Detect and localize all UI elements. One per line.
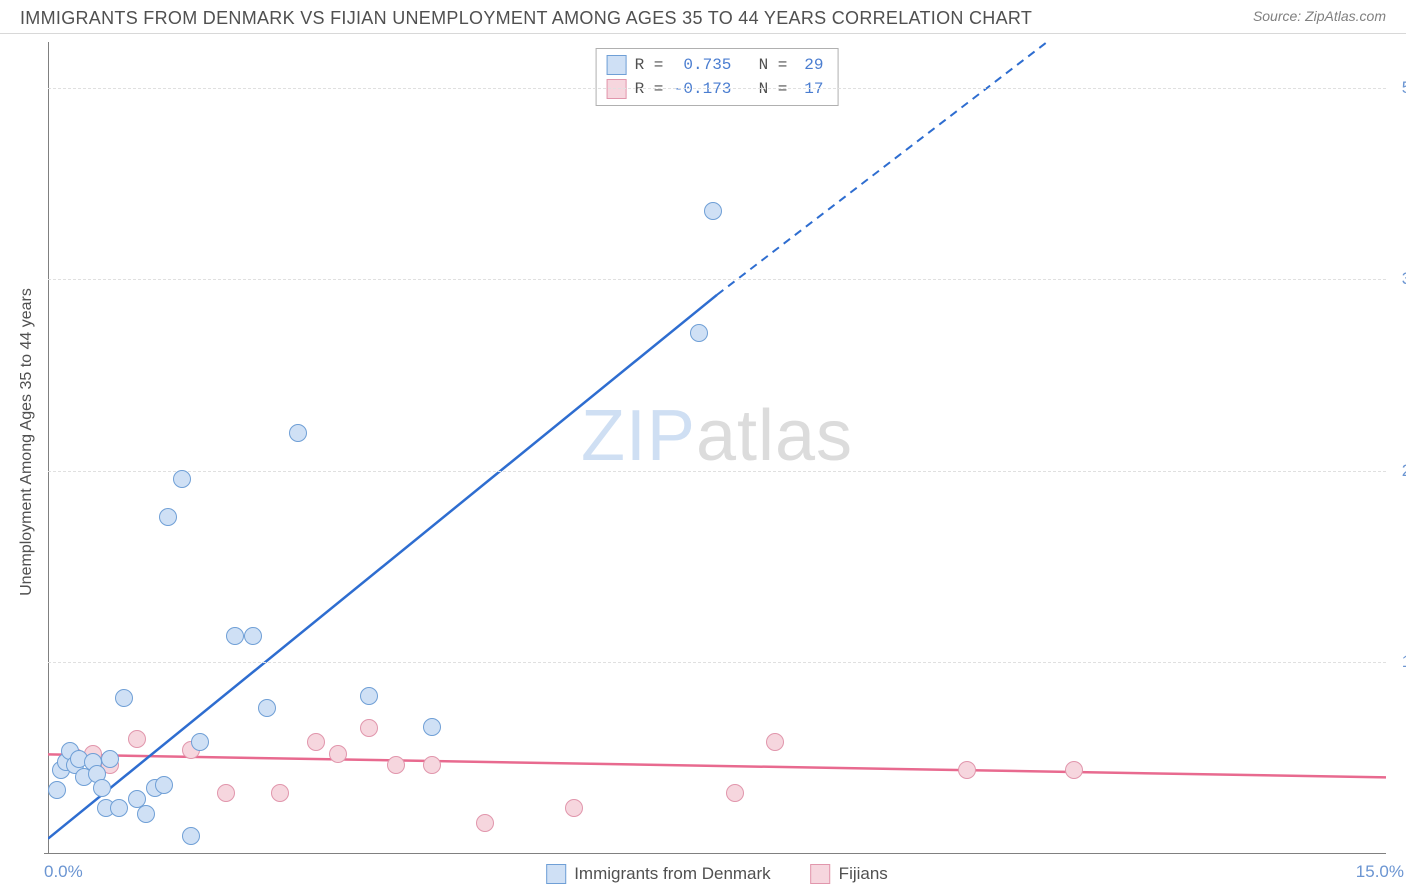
gridline xyxy=(48,662,1386,663)
y-tick-label: 50.0% xyxy=(1402,78,1406,98)
stat-n-value: 17 xyxy=(795,80,823,98)
fijians-marker xyxy=(387,756,405,774)
gridline xyxy=(48,279,1386,280)
fijians-marker xyxy=(128,730,146,748)
denmark-marker xyxy=(244,627,262,645)
stat-row-denmark: R = 0.735 N = 29 xyxy=(607,53,824,77)
denmark-marker xyxy=(101,750,119,768)
fijians-marker xyxy=(271,784,289,802)
gridline xyxy=(48,88,1386,89)
fijians-marker xyxy=(766,733,784,751)
stat-r-label: R = xyxy=(635,80,664,98)
fijians-marker xyxy=(958,761,976,779)
watermark-atlas: atlas xyxy=(696,396,853,476)
chart-title: IMMIGRANTS FROM DENMARK VS FIJIAN UNEMPL… xyxy=(20,8,1032,29)
y-axis-line xyxy=(48,42,49,854)
y-tick-label: 25.0% xyxy=(1402,461,1406,481)
legend: Immigrants from Denmark Fijians xyxy=(546,864,888,884)
legend-label: Immigrants from Denmark xyxy=(574,864,770,884)
fijians-marker xyxy=(565,799,583,817)
denmark-marker xyxy=(155,776,173,794)
chart-header: IMMIGRANTS FROM DENMARK VS FIJIAN UNEMPL… xyxy=(0,0,1406,34)
stat-n-value: 29 xyxy=(795,56,823,74)
fijians-marker xyxy=(307,733,325,751)
legend-label: Fijians xyxy=(839,864,888,884)
fijians-marker xyxy=(726,784,744,802)
denmark-marker xyxy=(137,805,155,823)
denmark-trend-line xyxy=(48,295,717,839)
y-axis-label: Unemployment Among Ages 35 to 44 years xyxy=(18,288,36,596)
legend-item-fijians: Fijians xyxy=(811,864,888,884)
denmark-legend-swatch-icon xyxy=(546,864,566,884)
fijians-marker xyxy=(476,814,494,832)
statistics-box: R = 0.735 N = 29 R = -0.173 N = 17 xyxy=(596,48,839,106)
plot-area: ZIPatlas R = 0.735 N = 29 R = -0.173 N =… xyxy=(48,42,1386,862)
fijians-legend-swatch-icon xyxy=(811,864,831,884)
y-tick-label: 37.5% xyxy=(1402,269,1406,289)
denmark-marker xyxy=(48,781,66,799)
x-axis-min-label: 0.0% xyxy=(44,862,83,882)
denmark-marker xyxy=(690,324,708,342)
fijians-marker xyxy=(360,719,378,737)
stat-n-label: N = xyxy=(739,80,787,98)
watermark: ZIPatlas xyxy=(581,395,853,477)
source-attribution: Source: ZipAtlas.com xyxy=(1253,8,1386,24)
stat-r-value: 0.735 xyxy=(671,56,731,74)
chart-container: Unemployment Among Ages 35 to 44 years Z… xyxy=(48,42,1386,862)
fijians-marker xyxy=(1065,761,1083,779)
fijians-marker xyxy=(329,745,347,763)
denmark-marker xyxy=(93,779,111,797)
stat-n-label: N = xyxy=(739,56,787,74)
legend-item-denmark: Immigrants from Denmark xyxy=(546,864,770,884)
watermark-zip: ZIP xyxy=(581,396,696,476)
fijians-marker xyxy=(217,784,235,802)
x-axis-max-label: 15.0% xyxy=(1356,862,1404,882)
denmark-marker xyxy=(423,718,441,736)
denmark-swatch-icon xyxy=(607,55,627,75)
fijians-swatch-icon xyxy=(607,79,627,99)
stat-r-label: R = xyxy=(635,56,664,74)
fijians-trend-line xyxy=(48,754,1386,777)
denmark-marker xyxy=(289,424,307,442)
denmark-marker xyxy=(173,470,191,488)
trend-lines-svg xyxy=(48,42,1386,854)
gridline xyxy=(48,471,1386,472)
fijians-marker xyxy=(423,756,441,774)
denmark-marker xyxy=(360,687,378,705)
stat-r-value: -0.173 xyxy=(671,80,731,98)
denmark-marker xyxy=(226,627,244,645)
y-tick-label: 12.5% xyxy=(1402,652,1406,672)
denmark-marker xyxy=(704,202,722,220)
denmark-marker xyxy=(182,827,200,845)
denmark-marker xyxy=(115,689,133,707)
denmark-marker xyxy=(159,508,177,526)
denmark-marker xyxy=(110,799,128,817)
x-axis-line xyxy=(44,853,1386,854)
denmark-marker xyxy=(191,733,209,751)
denmark-marker xyxy=(258,699,276,717)
stat-row-fijians: R = -0.173 N = 17 xyxy=(607,77,824,101)
